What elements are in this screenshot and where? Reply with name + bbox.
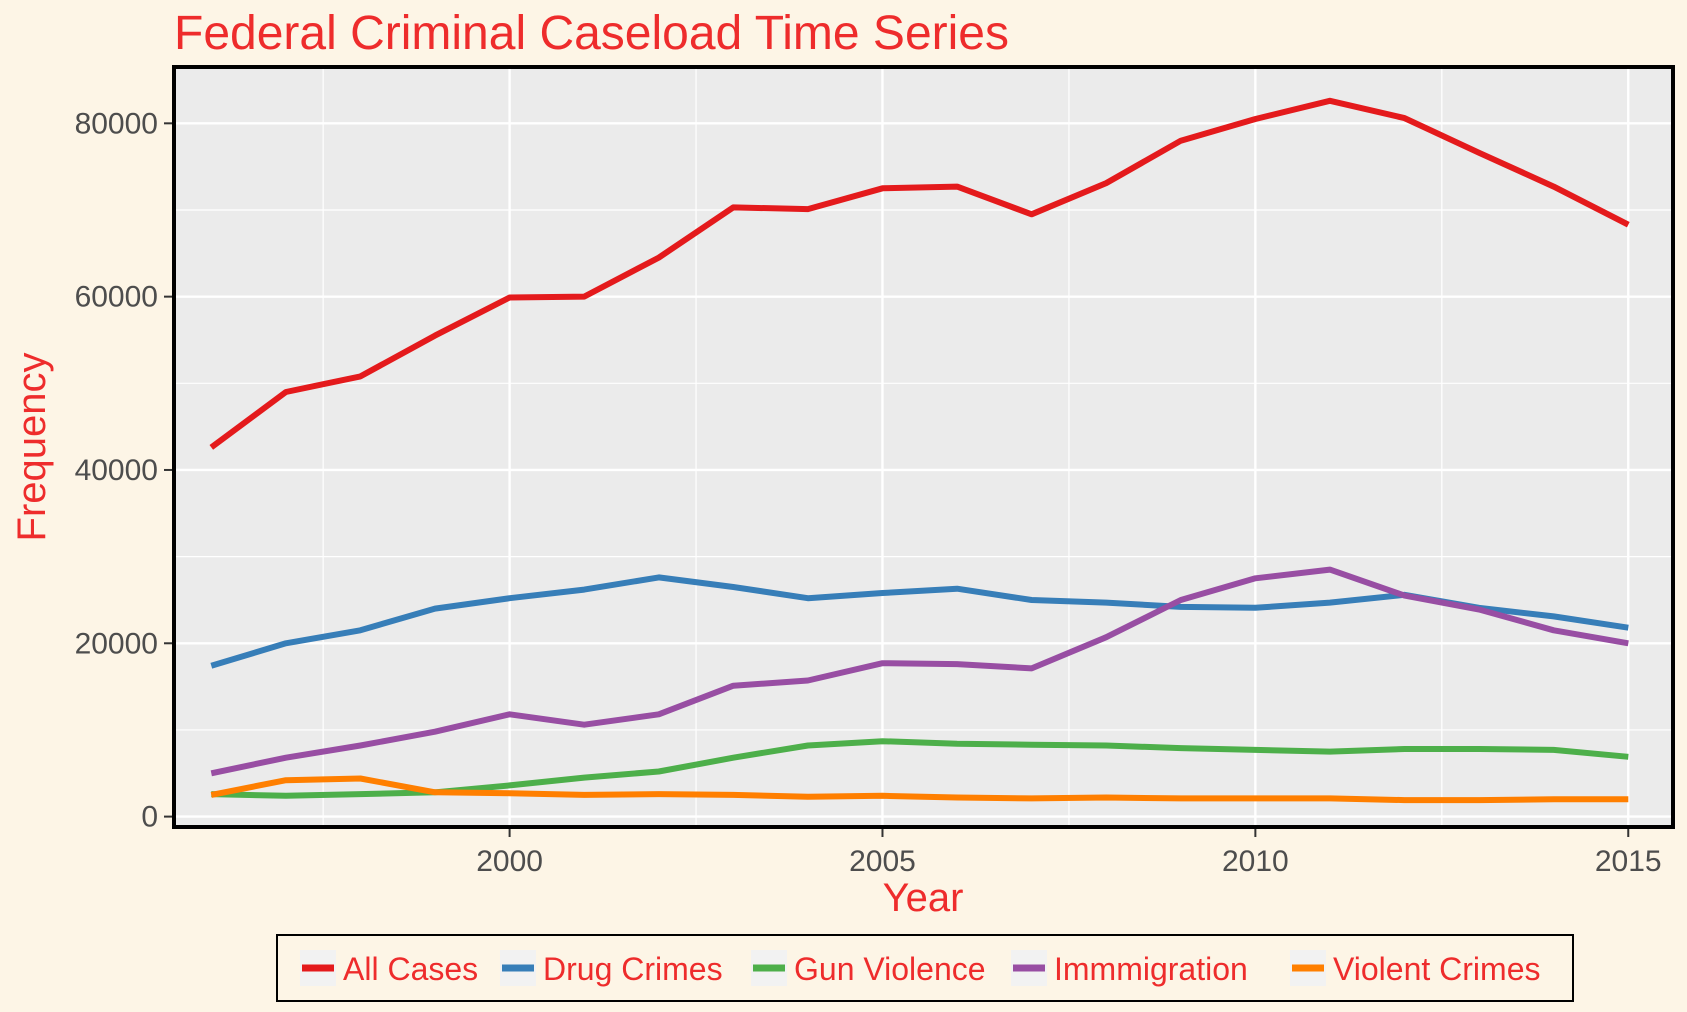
y-tick-label: 80000 xyxy=(75,107,158,140)
x-tick-label: 2000 xyxy=(476,845,543,878)
series-line-drug-crimes xyxy=(210,574,1629,669)
legend-label: Violent Crimes xyxy=(1333,951,1540,987)
legend-items: All Cases Drug Crimes Gun Violence Immmigra… xyxy=(300,950,1540,987)
series-line-all-cases xyxy=(209,97,1630,450)
y-axis-title: Frequency xyxy=(10,353,54,542)
series-line-violent-crimes xyxy=(210,775,1629,804)
series-line-immmigration xyxy=(210,566,1629,777)
x-tick-label: 2015 xyxy=(1595,845,1662,878)
legend-label: Gun Violence xyxy=(794,951,986,987)
x-tick-label: 2005 xyxy=(849,845,916,878)
legend-item: Violent Crimes xyxy=(1290,950,1540,987)
legend-label: Immmigration xyxy=(1054,951,1248,987)
legend-item: Immmigration xyxy=(1011,950,1248,987)
y-tick-label: 20000 xyxy=(75,627,158,660)
legend: All Cases Drug Crimes Gun Violence Immmigra… xyxy=(276,934,1574,1002)
plot-panel xyxy=(174,67,1673,827)
y-tick-label: 40000 xyxy=(75,454,158,487)
y-tick-label: 60000 xyxy=(75,281,158,314)
plot-border xyxy=(172,65,1675,829)
y-axis-ticks: 0 20000 40000 60000 80000 xyxy=(75,107,172,834)
grid-lines xyxy=(174,67,1673,827)
x-axis-ticks: 2000 2005 2010 2015 xyxy=(476,829,1662,878)
legend-item: All Cases xyxy=(300,950,478,987)
legend-label: All Cases xyxy=(343,951,478,987)
x-axis-title: Year xyxy=(883,876,964,920)
legend-label: Drug Crimes xyxy=(543,951,723,987)
legend-item: Drug Crimes xyxy=(500,950,723,987)
legend-item: Gun Violence xyxy=(751,950,986,987)
x-tick-label: 2010 xyxy=(1222,845,1289,878)
chart-title: Federal Criminal Caseload Time Series xyxy=(174,7,1009,60)
y-tick-label: 0 xyxy=(141,801,158,834)
series-lines xyxy=(209,97,1630,804)
legend-box xyxy=(276,934,1574,1002)
